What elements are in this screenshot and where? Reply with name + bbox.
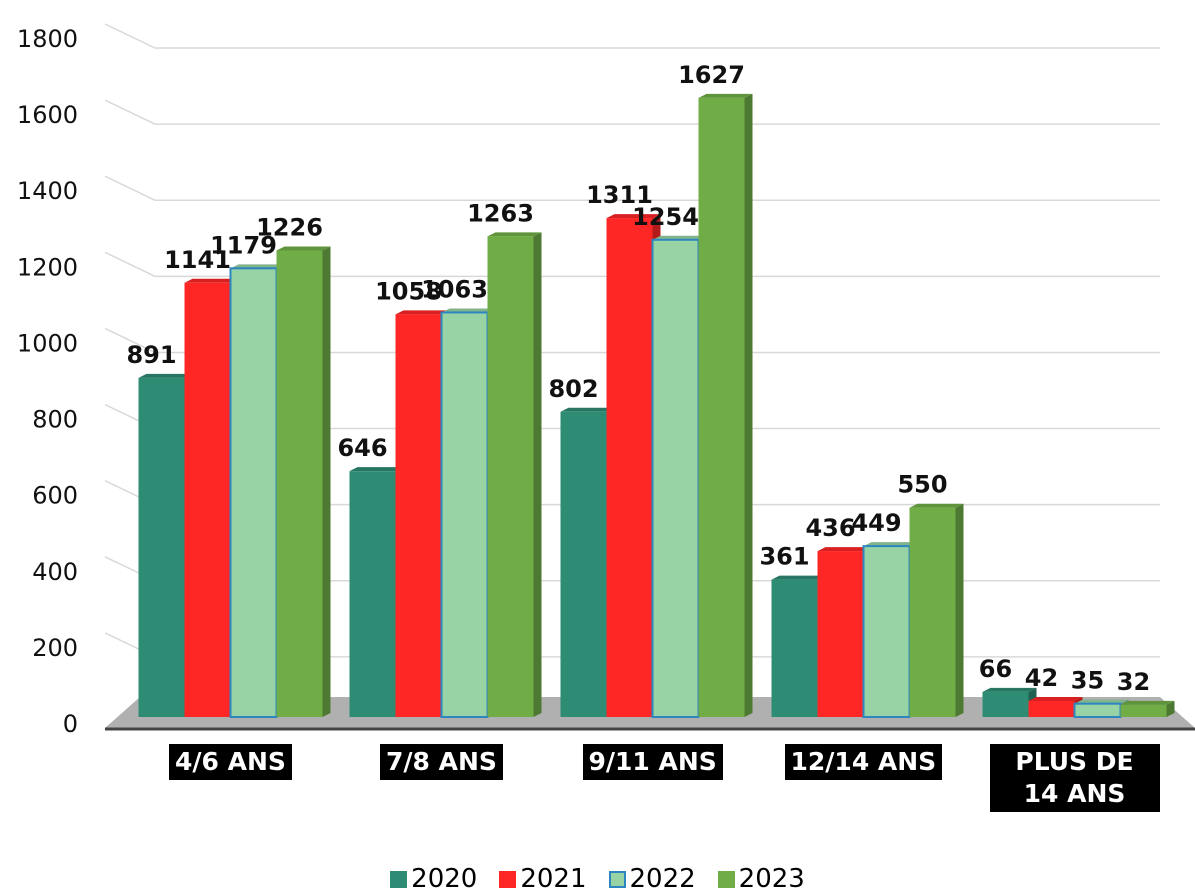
bar bbox=[487, 236, 534, 717]
bar bbox=[817, 551, 864, 717]
value-label: 35 bbox=[1071, 667, 1104, 695]
bar bbox=[138, 377, 185, 717]
bar-top bbox=[606, 214, 661, 219]
legend: 2020 2021 2022 2023 bbox=[0, 864, 1195, 894]
x-tick-label: PLUS DE 14 ANS bbox=[989, 744, 1160, 812]
x-tick-label: 12/14 ANS bbox=[784, 744, 943, 780]
value-label: 361 bbox=[759, 543, 809, 571]
bar bbox=[606, 218, 653, 717]
bar bbox=[982, 691, 1029, 717]
legend-item: 2020 bbox=[390, 864, 477, 894]
value-label: 1063 bbox=[421, 275, 488, 303]
bar-top bbox=[138, 373, 193, 378]
bar bbox=[440, 311, 489, 718]
legend-swatch bbox=[499, 870, 517, 888]
value-label: 1627 bbox=[678, 61, 745, 89]
bar-side bbox=[533, 232, 542, 717]
value-label: 1058 bbox=[375, 277, 442, 305]
value-label: 1226 bbox=[256, 213, 323, 241]
value-label: 550 bbox=[897, 471, 947, 499]
y-tick-label: 200 bbox=[32, 634, 78, 662]
value-label: 891 bbox=[126, 341, 176, 369]
legend-item: 2021 bbox=[499, 864, 587, 894]
bar-top bbox=[909, 503, 964, 508]
legend-swatch bbox=[608, 870, 626, 888]
grid-line bbox=[104, 99, 1160, 125]
bar-top bbox=[863, 542, 918, 547]
y-tick-label: 1200 bbox=[17, 253, 78, 281]
bar bbox=[1120, 704, 1167, 717]
x-tick-label: 4/6 ANS bbox=[169, 744, 292, 780]
bar bbox=[771, 579, 818, 717]
y-tick-label: 800 bbox=[32, 406, 78, 434]
bar-top bbox=[982, 687, 1037, 692]
value-label: 42 bbox=[1025, 664, 1058, 692]
bar-top bbox=[184, 278, 239, 283]
bar bbox=[862, 545, 911, 718]
bar bbox=[184, 282, 231, 717]
y-tick-label: 1000 bbox=[17, 329, 78, 357]
bar-top bbox=[771, 575, 826, 580]
value-label: 436 bbox=[805, 514, 855, 542]
bar-top bbox=[395, 310, 450, 315]
value-label: 1141 bbox=[164, 246, 231, 274]
bar bbox=[229, 267, 278, 718]
bar bbox=[560, 411, 607, 717]
bar-top bbox=[441, 308, 496, 313]
bar bbox=[276, 250, 323, 717]
bar-top bbox=[276, 246, 331, 251]
y-tick-label: 1600 bbox=[17, 101, 78, 129]
bar bbox=[1073, 702, 1122, 718]
x-tick-label: 7/8 ANS bbox=[380, 744, 503, 780]
y-tick-label: 1800 bbox=[17, 25, 78, 53]
legend-label: 2020 bbox=[411, 864, 478, 894]
bar bbox=[1028, 701, 1075, 717]
value-label: 449 bbox=[851, 509, 901, 537]
bar-top bbox=[349, 467, 404, 472]
bar bbox=[349, 471, 396, 717]
bar bbox=[395, 314, 442, 717]
bar-top bbox=[1028, 697, 1083, 702]
bar-side bbox=[322, 246, 331, 717]
y-tick-label: 0 bbox=[63, 710, 78, 738]
y-tick-label: 400 bbox=[32, 558, 78, 586]
x-tick-label: 9/11 ANS bbox=[582, 744, 723, 780]
legend-swatch bbox=[717, 870, 735, 888]
value-label: 1179 bbox=[210, 231, 277, 259]
bar-side bbox=[1166, 700, 1175, 717]
bar bbox=[909, 507, 956, 717]
value-label: 1311 bbox=[586, 181, 653, 209]
legend-label: 2022 bbox=[629, 864, 696, 894]
bar-side bbox=[744, 93, 753, 717]
legend-label: 2023 bbox=[738, 864, 805, 894]
y-tick-label: 1400 bbox=[17, 177, 78, 205]
bar-side bbox=[955, 503, 964, 717]
bar-top bbox=[487, 232, 542, 237]
value-label: 66 bbox=[979, 655, 1012, 683]
value-label: 802 bbox=[548, 375, 598, 403]
bar-top bbox=[560, 407, 615, 412]
grid-line bbox=[104, 327, 1160, 354]
bar-top bbox=[817, 547, 872, 552]
legend-swatch bbox=[390, 870, 408, 888]
grid-line bbox=[104, 23, 1160, 49]
value-label: 1263 bbox=[467, 199, 534, 227]
legend-label: 2021 bbox=[520, 864, 587, 894]
bar bbox=[698, 97, 745, 717]
bar-top bbox=[1120, 700, 1175, 705]
bar bbox=[651, 238, 700, 719]
value-label: 1254 bbox=[632, 203, 699, 231]
value-label: 646 bbox=[337, 434, 387, 462]
bar-top bbox=[698, 93, 753, 98]
bar-top bbox=[1074, 699, 1129, 704]
value-label: 32 bbox=[1117, 668, 1150, 696]
legend-item: 2022 bbox=[608, 864, 696, 894]
grid-line bbox=[104, 175, 1160, 201]
legend-item: 2023 bbox=[717, 864, 805, 894]
grid-line bbox=[104, 251, 1160, 278]
y-tick-label: 600 bbox=[32, 482, 78, 510]
